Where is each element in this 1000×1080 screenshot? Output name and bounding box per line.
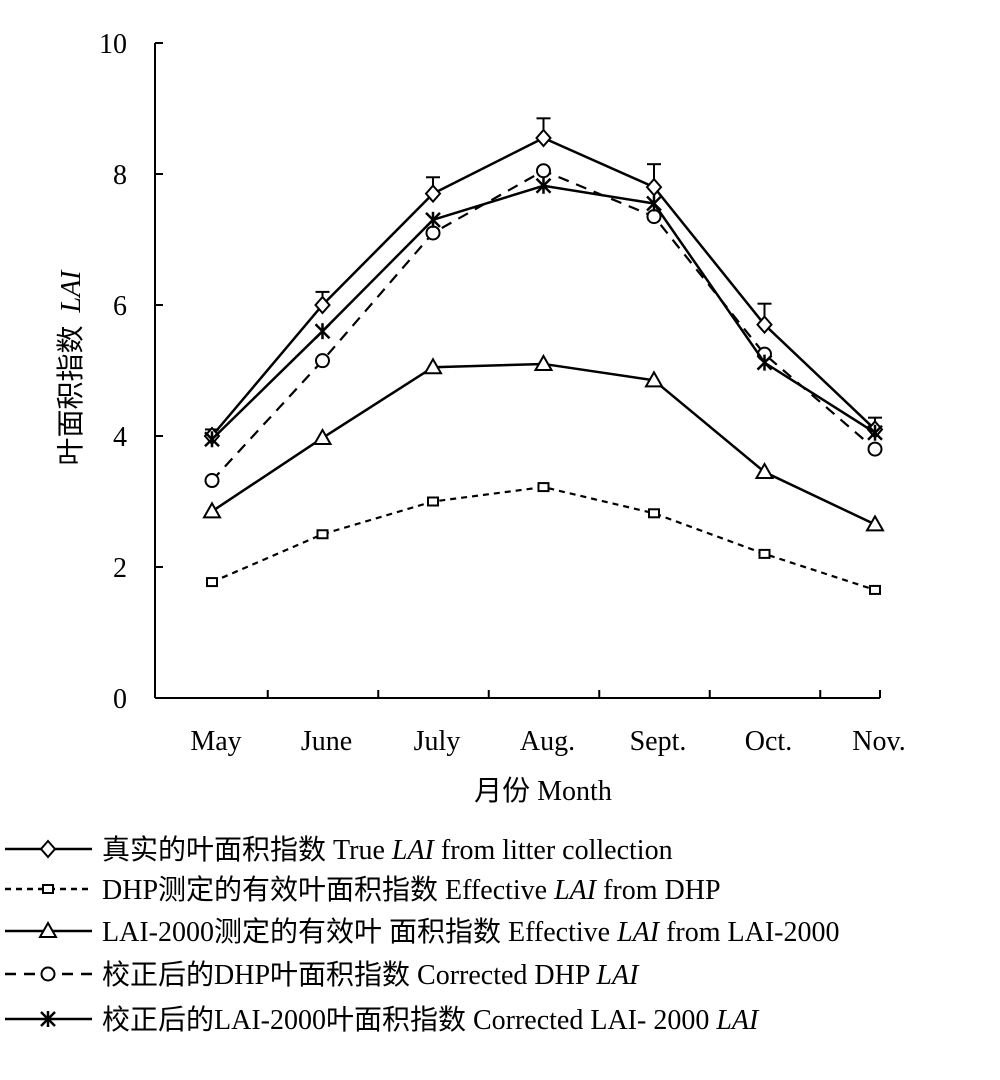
y-tick-label: 6 [113, 291, 127, 322]
data-point [204, 473, 220, 489]
series-line [211, 169, 876, 482]
data-point [202, 501, 222, 519]
legend-label: DHP测定的有效叶面积指数 Effective LAI from DHP [102, 874, 721, 906]
data-point [648, 508, 660, 519]
legend-label: 真实的叶面积指数 True LAI from litter collection [102, 834, 673, 866]
legend-entry-1: 真实的叶面积指数 True LAI from litter collection [5, 834, 673, 866]
x-tick-labels: May June July Aug. Sept. Oct. Nov. [190, 690, 906, 757]
data-point [316, 529, 329, 540]
y-tick-label: 10 [99, 29, 127, 60]
data-point [867, 441, 883, 457]
y-axis-title-italic: LAI [56, 269, 87, 314]
x-axis-title: 月份 Month [474, 775, 612, 807]
data-point [427, 496, 439, 507]
legend-label-suffix: from LAI-2000 [659, 917, 839, 948]
legend-marker [40, 1011, 56, 1027]
legend-label: 校正后的DHP叶面积指数 Corrected DHP LAI [102, 959, 640, 991]
axes [154, 43, 880, 699]
x-tick-label: June [301, 726, 352, 757]
series-line [211, 485, 876, 591]
legend-marker [39, 839, 57, 859]
data-point [869, 584, 881, 595]
series-5 [204, 177, 883, 448]
legend-label-italic: LAI [595, 960, 640, 991]
y-axis-title: 叶面积指数 LAI [55, 269, 87, 466]
y-tick-label: 0 [113, 684, 127, 715]
legend-marker [42, 884, 54, 894]
series-line [211, 362, 876, 526]
x-tick-label: Aug. [520, 726, 575, 757]
data-point [758, 548, 771, 559]
data-point [754, 462, 775, 480]
x-tick-label: May [190, 726, 241, 757]
legend-label-italic: LAI [616, 917, 661, 948]
y-tick-label: 4 [113, 422, 127, 453]
series-layer [202, 117, 885, 595]
data-point [645, 177, 663, 197]
x-tick-label: Oct. [745, 726, 792, 757]
data-point [315, 353, 330, 369]
legend-label-suffix: from litter collection [434, 835, 673, 866]
x-tick-label: Nov. [852, 726, 905, 757]
data-point [424, 184, 442, 204]
data-point [314, 295, 331, 315]
data-point [425, 225, 441, 241]
y-tick-label: 8 [113, 160, 127, 191]
y-tick-label: 2 [113, 553, 127, 584]
data-point [423, 357, 443, 375]
legend-label-text: 校正后的DHP叶面积指数 Corrected DHP [102, 959, 596, 991]
legend-label-italic: LAI [553, 875, 598, 906]
x-tick-label: Sept. [630, 726, 687, 757]
legend-label-italic: LAI [391, 835, 436, 866]
legend-entry-5: 校正后的LAI-2000叶面积指数 Corrected LAI- 2000 LA… [5, 1004, 760, 1036]
data-point [314, 323, 331, 340]
data-point [537, 482, 550, 493]
data-point [646, 195, 662, 212]
x-tick-label: July [414, 726, 461, 757]
data-point [535, 177, 552, 194]
legend-label: LAI-2000测定的有效叶 面积指数 Effective LAI from L… [102, 916, 839, 948]
series-4 [204, 163, 883, 489]
legend-label: 校正后的LAI-2000叶面积指数 Corrected LAI- 2000 LA… [102, 1004, 760, 1036]
series-2 [206, 482, 881, 595]
data-point [204, 431, 220, 448]
data-point [756, 315, 773, 335]
series-3 [202, 353, 885, 532]
series-line [211, 184, 876, 441]
legend-label-text: DHP测定的有效叶面积指数 Effective [102, 874, 554, 906]
legend: 真实的叶面积指数 True LAI from litter collection… [5, 834, 839, 1036]
legend-label-suffix: from DHP [596, 875, 720, 906]
legend-label-italic: LAI [715, 1005, 760, 1036]
data-point [533, 353, 554, 371]
data-point [644, 370, 664, 388]
legend-entry-4: 校正后的DHP叶面积指数 Corrected DHP LAI [5, 959, 640, 991]
y-axis-title-cn: 叶面积指数 [55, 325, 87, 465]
data-point [867, 424, 883, 441]
data-point [312, 427, 333, 445]
data-point [535, 128, 552, 148]
data-point [536, 163, 551, 179]
data-point [756, 354, 773, 371]
data-point [206, 577, 218, 588]
legend-marker [40, 966, 56, 982]
legend-entry-3: LAI-2000测定的有效叶 面积指数 Effective LAI from L… [5, 916, 839, 948]
y-tick-labels: 0 2 4 6 8 10 [99, 29, 163, 715]
legend-label-text: LAI-2000测定的有效叶 面积指数 Effective [102, 916, 617, 948]
data-point [425, 211, 441, 228]
legend-marker [38, 920, 58, 938]
legend-label-text: 校正后的LAI-2000叶面积指数 Corrected LAI- 2000 [102, 1004, 716, 1036]
data-point [865, 514, 885, 532]
legend-entry-2: DHP测定的有效叶面积指数 Effective LAI from DHP [5, 874, 721, 906]
legend-label-text: 真实的叶面积指数 True [102, 834, 392, 866]
